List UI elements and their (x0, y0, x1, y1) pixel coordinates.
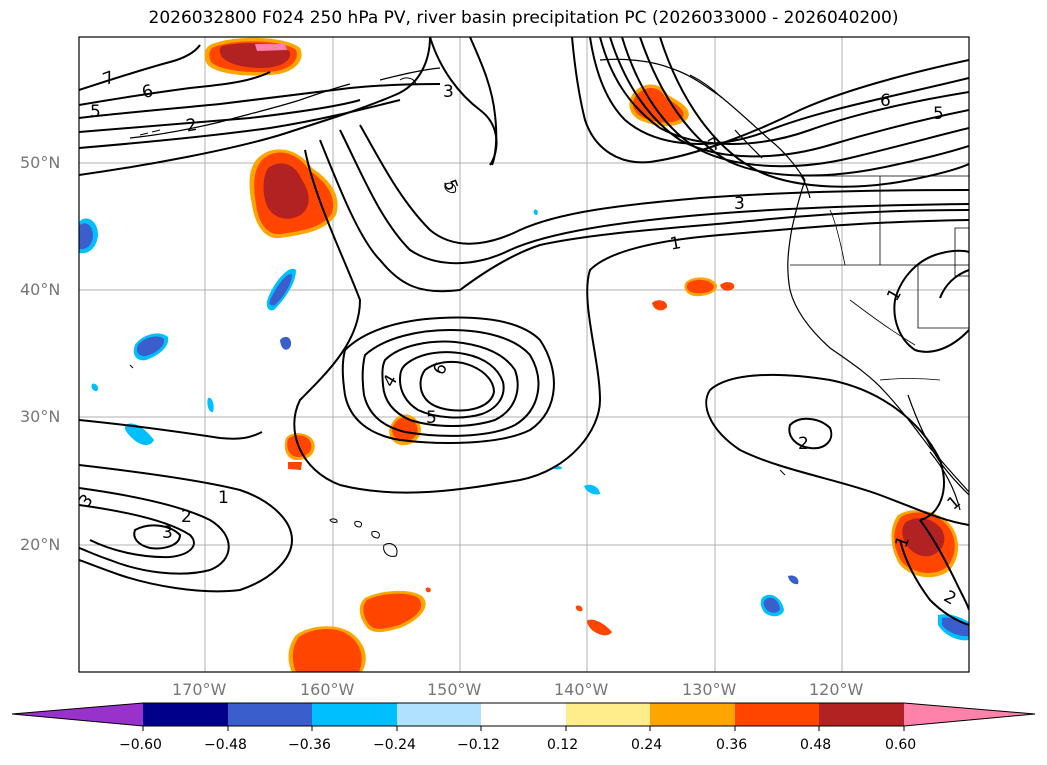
precip-negative-areas (79, 209, 969, 641)
lon-label: 120°W (809, 680, 864, 699)
lat-label: 40°N (20, 280, 61, 299)
lat-label: 20°N (20, 535, 61, 554)
colorbar-segment (735, 703, 819, 726)
colorbar-segment (650, 703, 735, 726)
map-frame (78, 36, 970, 673)
colorbar-segment (397, 703, 481, 726)
contour-label: 6 (880, 91, 891, 111)
contour-label: 1 (218, 488, 229, 508)
contour-label: 3 (443, 82, 454, 102)
contour-label: 3 (734, 194, 745, 214)
lon-label: 170°W (172, 680, 227, 699)
colorbar-tick-label: −0.48 (204, 737, 247, 753)
colorbar-tick-label: 0.36 (716, 737, 748, 753)
contour-label: 2 (798, 434, 809, 454)
contour-label: 3 (162, 523, 173, 543)
colorbar-extend-left (12, 703, 143, 726)
lon-label: 160°W (300, 680, 355, 699)
pv-contours (79, 37, 969, 626)
lat-label: 30°N (20, 407, 61, 426)
map-panel: 7 6 5 2 3 5 6 5 7 3 1 4 6 5 1 2 3 3 2 1 … (79, 37, 969, 672)
colorbar-tick-label: 0.48 (800, 737, 832, 753)
contour-label: 2 (184, 115, 198, 137)
contour-label: 5 (426, 408, 437, 428)
colorbar-segment (143, 703, 228, 726)
contour-label: 2 (181, 507, 192, 527)
islands (129, 77, 786, 557)
colorbar (11, 702, 1036, 731)
colorbar-tick-label: −0.60 (119, 737, 162, 753)
colorbar-tick-label: −0.12 (457, 737, 500, 753)
colorbar-segment (566, 703, 650, 726)
state-borders (790, 175, 969, 381)
lon-label: 130°W (682, 680, 737, 699)
colorbar-extend-right (904, 703, 1035, 726)
contour-label: 5 (933, 104, 944, 124)
lat-label: 50°N (20, 153, 61, 172)
colorbar-segment (312, 703, 397, 726)
lon-label: 140°W (554, 680, 609, 699)
precip-positive-areas (204, 37, 959, 672)
colorbar-tick-label: −0.24 (373, 737, 416, 753)
map-title: 2026032800 F024 250 hPa PV, river basin … (148, 8, 899, 28)
colorbar-segment (819, 703, 904, 726)
colorbar-tick-label: 0.12 (547, 737, 579, 753)
lon-label: 150°W (427, 680, 482, 699)
colorbar-tick-label: −0.36 (288, 737, 331, 753)
colorbar-segment (228, 703, 312, 726)
contour-label: 6 (140, 81, 156, 103)
colorbar-segment (481, 703, 566, 726)
contour-label: 5 (90, 102, 101, 122)
colorbar-tick-label: 0.60 (885, 737, 917, 753)
contour-label: 1 (669, 233, 683, 255)
colorbar-tick-label: 0.24 (631, 737, 663, 753)
